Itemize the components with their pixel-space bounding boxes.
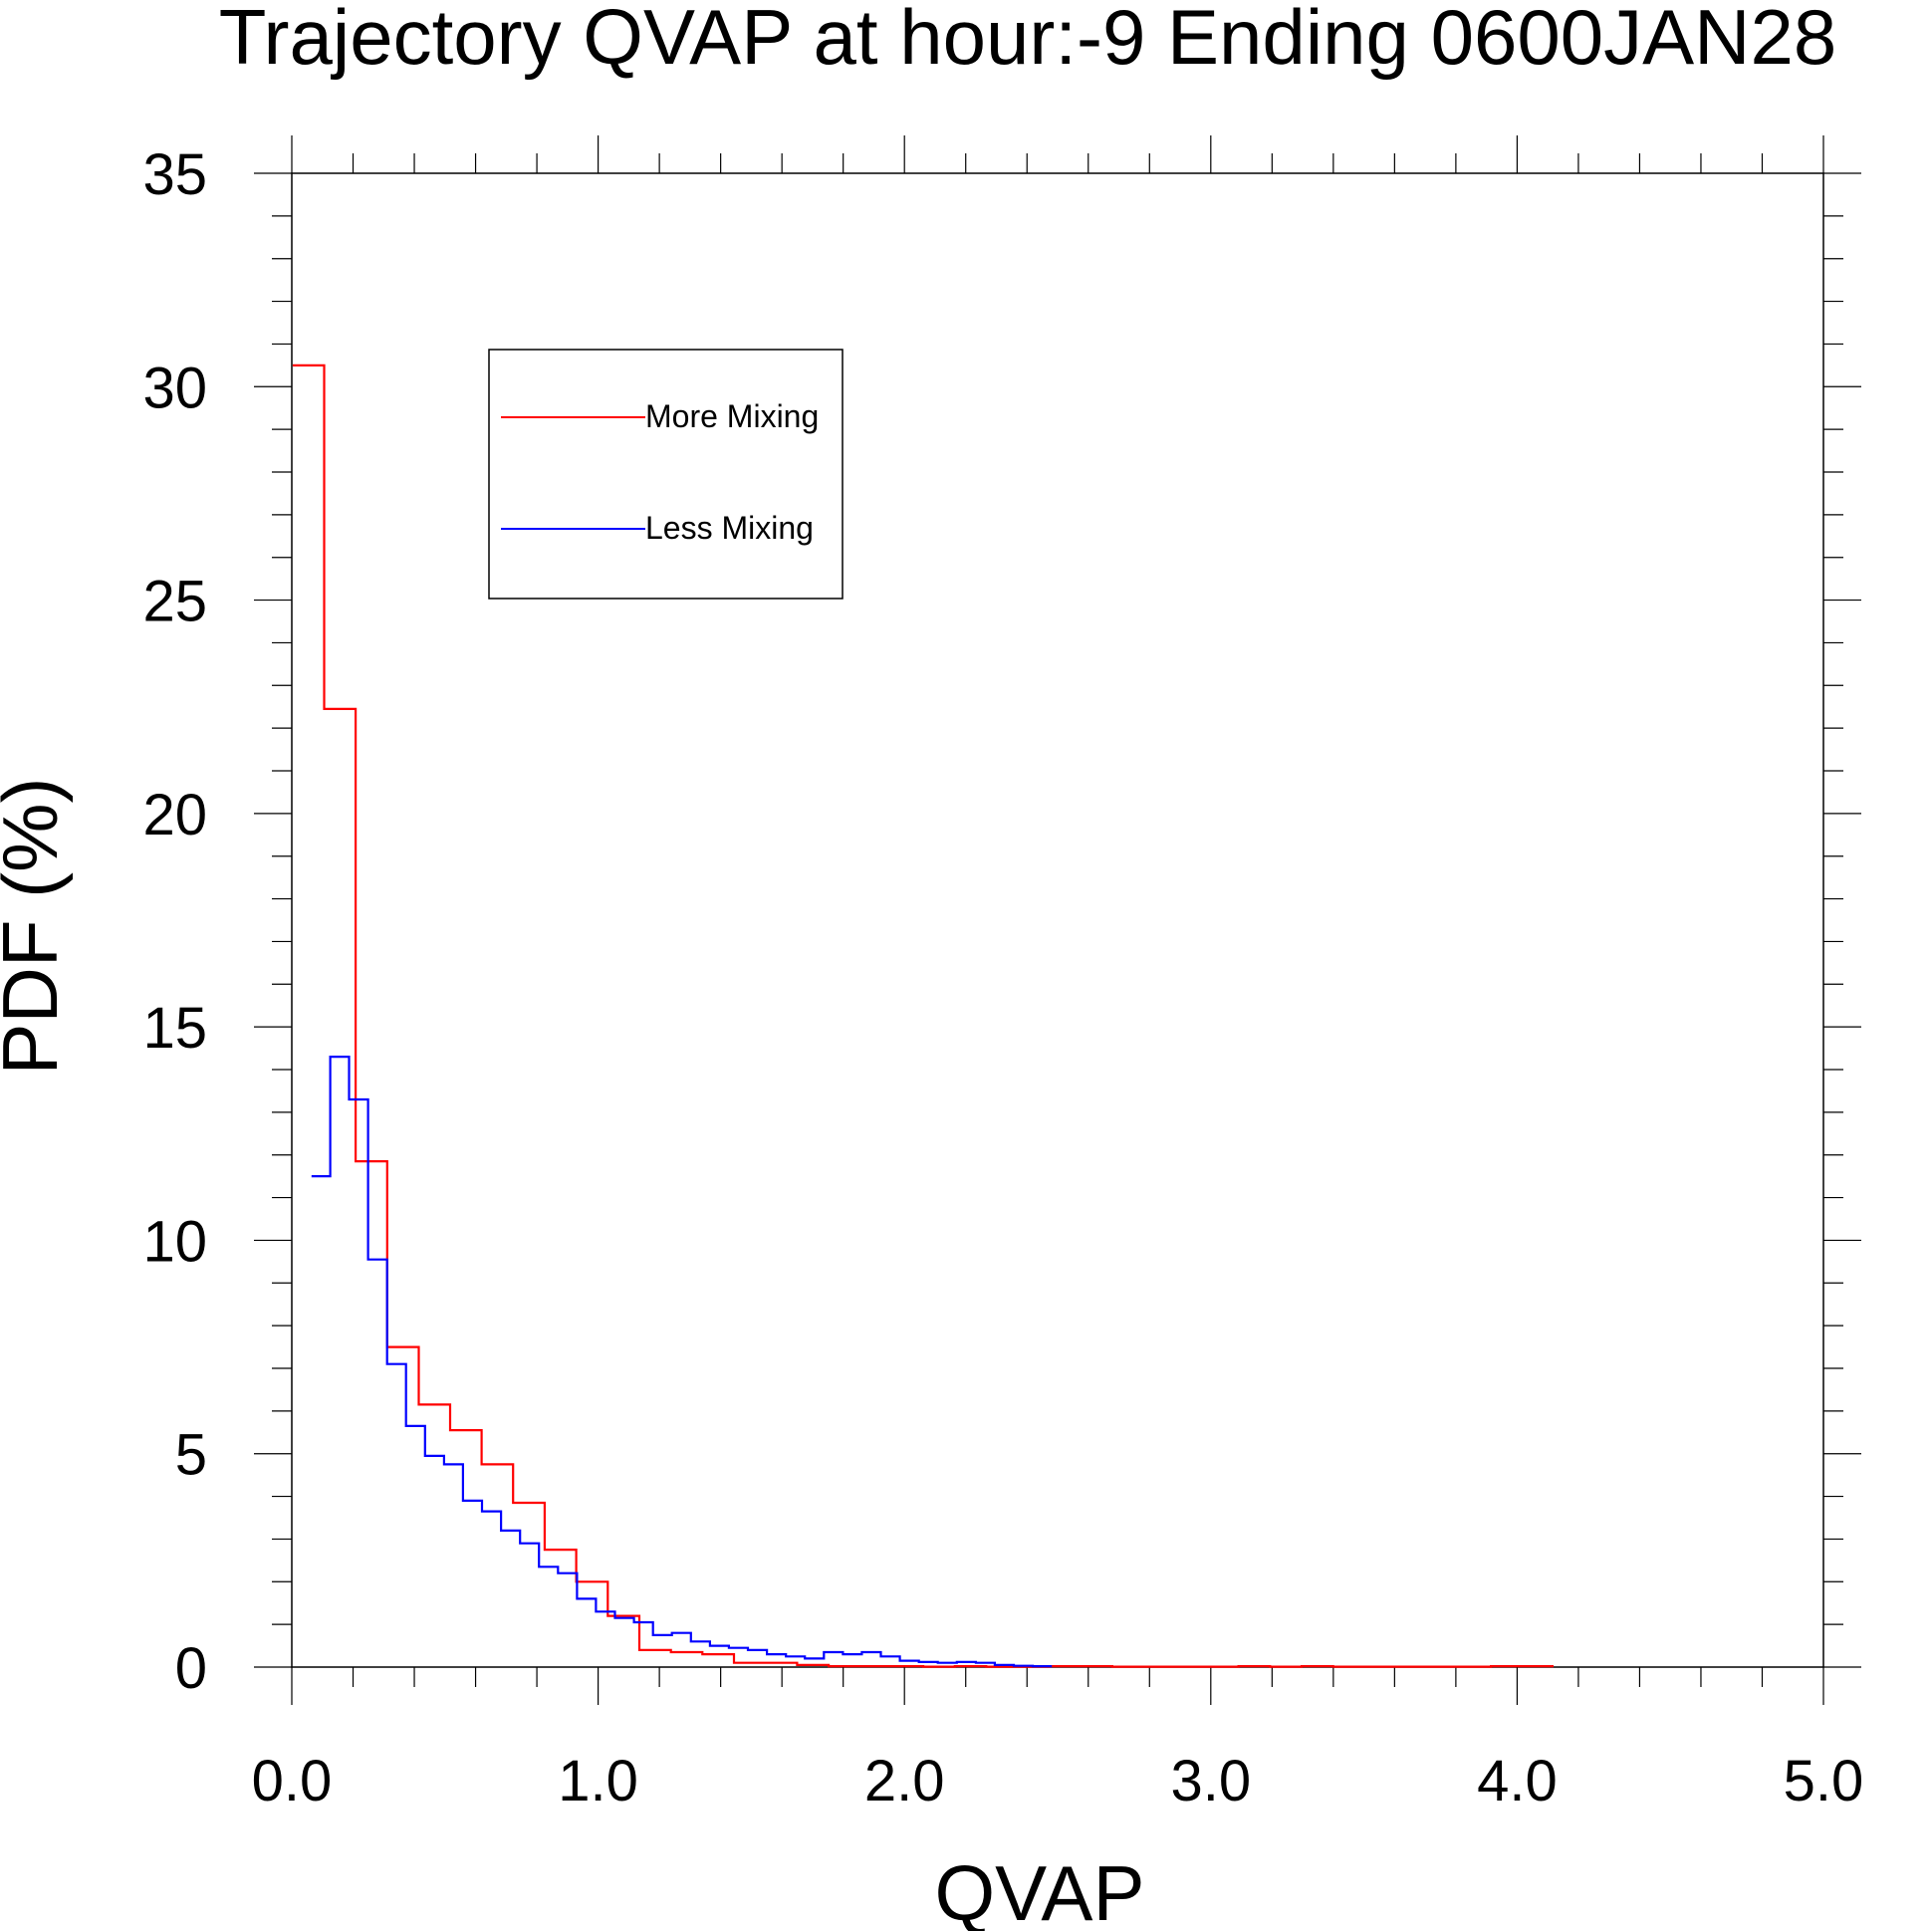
y-tick-label: 35 (142, 142, 207, 207)
x-axis-title: QVAP (935, 1849, 1145, 1931)
x-tick-label: 3.0 (1170, 1749, 1251, 1813)
axis-ticks (254, 135, 1861, 1705)
y-tick-label: 15 (142, 996, 207, 1061)
series-line-more-mixing (292, 363, 1554, 1668)
y-tick-label: 30 (142, 356, 207, 420)
y-tick-label: 20 (142, 783, 207, 847)
x-tick-label: 1.0 (558, 1749, 638, 1813)
y-tick-labels: 0 5 10 15 20 25 30 35 (142, 142, 207, 1701)
y-tick-label: 5 (175, 1423, 207, 1488)
legend-label-less-mixing: Less Mixing (645, 510, 814, 546)
x-tick-label: 2.0 (864, 1749, 945, 1813)
legend-label-more-mixing: More Mixing (645, 398, 819, 434)
chart-title: Trajectory QVAP at hour:-9 Ending 0600JA… (219, 0, 1836, 81)
y-axis-title: PDF (%) (0, 778, 74, 1076)
legend: More Mixing Less Mixing (488, 349, 844, 600)
x-tick-label: 0.0 (252, 1749, 333, 1813)
x-tick-label: 5.0 (1784, 1749, 1864, 1813)
series-line-less-mixing (311, 1056, 1053, 1668)
y-tick-label: 25 (142, 570, 207, 634)
y-tick-label: 0 (175, 1636, 207, 1701)
legend-box (488, 349, 844, 600)
x-tick-labels: 0.0 1.0 2.0 3.0 4.0 5.0 (252, 1749, 1864, 1813)
series-layer (292, 363, 1554, 1668)
x-tick-label: 4.0 (1477, 1749, 1558, 1813)
y-tick-label: 10 (142, 1209, 207, 1274)
